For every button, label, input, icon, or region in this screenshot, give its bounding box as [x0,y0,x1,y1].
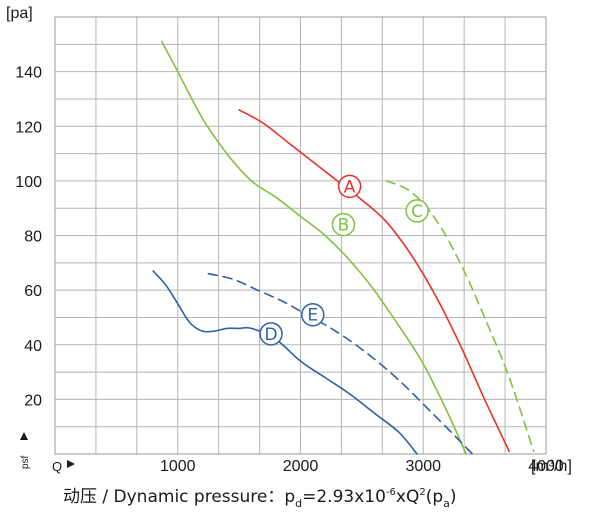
curve-b [161,40,467,455]
curve-label-marker-c [405,199,429,223]
curve-label-marker-b [331,212,356,237]
caption-exponent: -6 [385,487,396,498]
x-unit-label: [m³/h] [531,458,572,475]
y-axis-arrow-icon [20,432,28,440]
dynamic-pressure-caption: 动压 / Dynamic pressure：pd=2.93x10-6xQ2(pa… [63,482,593,510]
caption-q-exponent: 2 [419,487,426,498]
grid-lines [55,17,546,454]
x-axis-arrow-icon [67,460,75,468]
x-tick-labels: 1000 2000 3000 4000 [160,458,564,475]
x-tick-label: 1000 [160,458,196,475]
curve-label-marker-e [301,302,325,327]
caption-prefix: 动压 / Dynamic pressure： [63,487,285,507]
caption-p-subscript: d [295,497,303,510]
curve-d [152,270,418,455]
caption-unit-open: (p [425,487,444,507]
curve-c [385,180,535,453]
fan-performance-chart: 20 40 60 80 100 120 140 1000 2000 3000 4000 AB C D E… [6,5,572,475]
x-tick-label: 3000 [405,458,441,475]
y-tick-labels: 20 40 60 80 100 120 140 [15,65,42,410]
curves [152,40,535,455]
curve-label-d: D [264,325,277,345]
y-unit-label: [pa] [6,5,33,22]
y-tick-label: 120 [15,119,42,136]
caption-q: xQ [395,487,420,507]
caption-unit-subscript: a [443,497,450,510]
curve-e [207,272,474,455]
caption-equation: =2.93x10 [302,487,386,507]
curve-label-e: E [307,306,318,326]
x-tick-label: 4000 [528,458,564,475]
curve-label-b: B [338,216,350,236]
curve-a [238,109,510,453]
curve-label-a: A [344,177,356,197]
y-axis-marker: psf [20,455,31,469]
caption-p: p [284,487,296,507]
y-tick-label: 100 [15,174,42,191]
y-tick-label: 140 [15,65,42,82]
curve-label-marker-d [259,322,283,346]
x-tick-label: 2000 [283,458,319,475]
caption-unit-close: ) [449,487,457,507]
y-tick-label: 40 [24,338,42,355]
plot-frame [54,16,547,455]
y-tick-label: 80 [24,229,42,246]
x-axis-marker: Q [52,459,62,474]
y-tick-label: 60 [24,283,42,300]
curve-label-c: C [411,202,423,222]
curve-label-marker-a [337,174,362,199]
curve-labels: AB C D E [259,174,429,346]
y-tick-label: 20 [24,392,42,409]
